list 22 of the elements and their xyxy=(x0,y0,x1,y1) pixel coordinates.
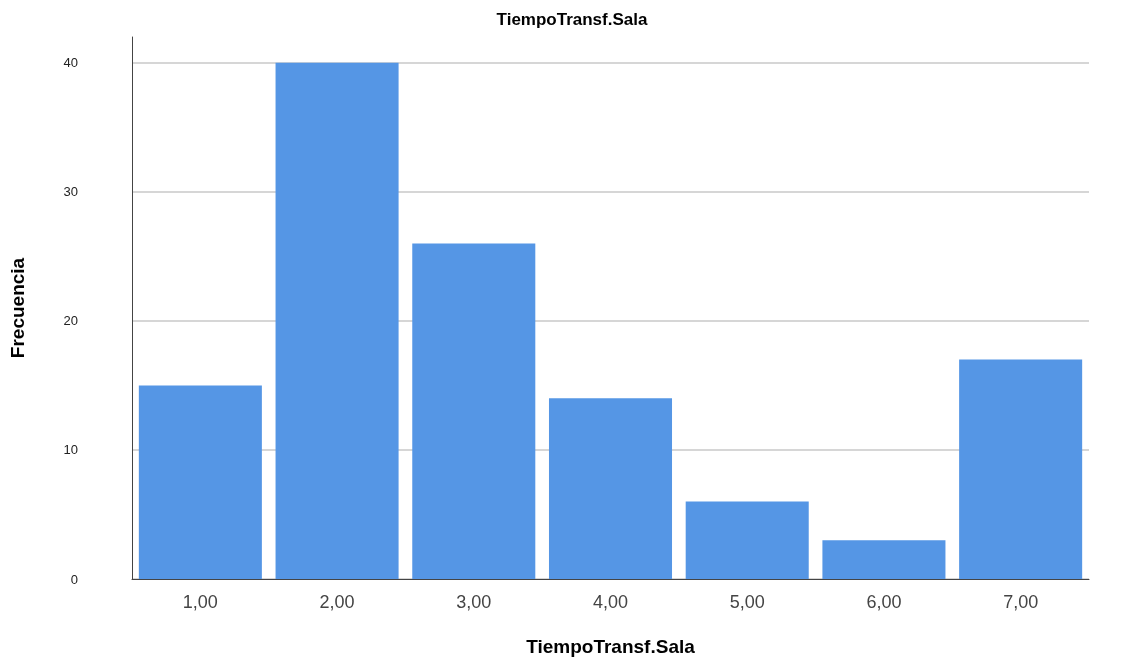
y-tick-label: 10 xyxy=(63,442,78,458)
bar xyxy=(275,62,399,579)
x-tick-label: 7,00 xyxy=(1003,592,1039,612)
bar xyxy=(412,243,536,579)
bar xyxy=(959,359,1083,579)
x-tick-label: 4,00 xyxy=(592,592,629,612)
bar xyxy=(138,385,262,579)
chart-title: TiempoTransf.Sala xyxy=(496,10,648,29)
y-tick-label: 30 xyxy=(63,184,78,200)
x-tick-label: 1,00 xyxy=(182,592,218,612)
bar xyxy=(685,501,809,579)
x-axis-title: TiempoTransf.Sala xyxy=(526,636,696,657)
x-tick-label: 5,00 xyxy=(729,592,765,612)
bar xyxy=(822,540,946,579)
x-tick-label: 3,00 xyxy=(456,592,492,612)
x-tick-label: 6,00 xyxy=(866,592,902,612)
y-tick-label: 40 xyxy=(63,55,78,71)
x-tick-label: 2,00 xyxy=(319,592,355,612)
y-tick-label: 0 xyxy=(70,571,78,587)
y-axis-title: Frecuencia xyxy=(7,257,28,359)
y-tick-label: 20 xyxy=(63,313,78,329)
bar xyxy=(548,398,673,579)
